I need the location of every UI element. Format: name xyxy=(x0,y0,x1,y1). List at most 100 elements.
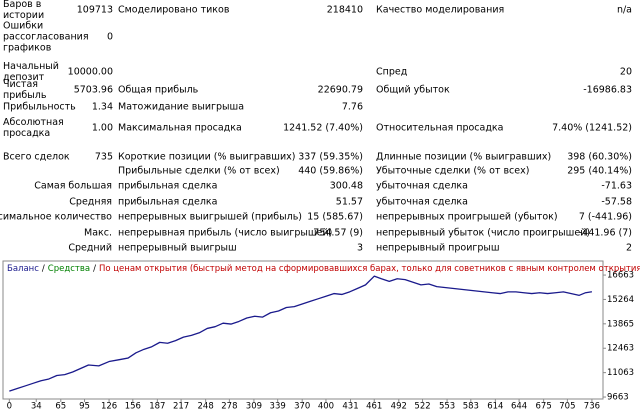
report-value: 337 (59.35%) xyxy=(298,151,363,163)
y-tick-label: 11063 xyxy=(607,368,634,378)
report-label: Самая большая xyxy=(34,180,112,192)
x-tick-label: 278 xyxy=(221,402,237,412)
x-tick-label: 705 xyxy=(559,402,575,412)
x-tick-label: 675 xyxy=(536,402,552,412)
report-label: Убыточные сделки (% от всех) xyxy=(376,165,530,177)
x-tick-label: 126 xyxy=(101,402,117,412)
report-label: прибыльная сделка xyxy=(118,180,218,192)
report-label: Всего сделок xyxy=(3,151,70,163)
report-label: прибыльная сделка xyxy=(118,196,218,208)
x-tick-label: 95 xyxy=(79,402,90,412)
legend-separator: / xyxy=(93,264,96,274)
balance-line xyxy=(9,275,593,392)
x-tick-label: 736 xyxy=(584,402,600,412)
report-label: Абсолютная просадка xyxy=(3,117,64,139)
report-label: Баров в истории xyxy=(3,0,45,21)
x-tick-label: 553 xyxy=(439,402,455,412)
report-value: 398 (60.30%) xyxy=(567,151,632,163)
report-label: Короткие позиции (% выигравших) xyxy=(118,151,296,163)
x-tick-label: 492 xyxy=(391,402,407,412)
report-value: -57.58 xyxy=(601,196,632,208)
report-label: убыточная сделка xyxy=(376,180,468,192)
legend-separator: / xyxy=(42,264,45,274)
y-tick-label: 16663 xyxy=(607,271,634,281)
report-value: 15 (585.67) xyxy=(307,211,363,223)
x-tick-label: 339 xyxy=(270,402,286,412)
report-value: -71.63 xyxy=(601,180,632,192)
legend-equity: Средства xyxy=(48,264,90,274)
report-value: 0 xyxy=(106,31,113,43)
report-value: 20 xyxy=(619,66,632,78)
report-value: 2 xyxy=(625,242,632,254)
report-value: 5703.96 xyxy=(73,84,113,96)
x-tick-label: 217 xyxy=(173,402,189,412)
report-label: Чистая прибыль xyxy=(3,79,47,101)
x-tick-label: 400 xyxy=(318,402,334,412)
report-label: непрерывный убыток (число проигрышей) xyxy=(376,227,591,239)
report-label: убыточная сделка xyxy=(376,196,468,208)
x-tick-label: 65 xyxy=(55,402,66,412)
report-label: Ошибки рассогласования графиков xyxy=(3,20,89,54)
x-tick-label: 0 xyxy=(7,402,12,412)
report-label: Относительная просадка xyxy=(376,122,504,134)
report-value: 109713 xyxy=(76,4,113,16)
report-value: 10000.00 xyxy=(67,66,113,78)
report-value: 218410 xyxy=(326,4,363,16)
report-label: Спред xyxy=(376,66,408,78)
report-value: 295 (40.14%) xyxy=(567,165,632,177)
report-value: 735 xyxy=(94,151,113,163)
report-label: Макс. xyxy=(84,227,112,239)
legend-balance: Баланс xyxy=(7,264,39,274)
report-value: 1.00 xyxy=(91,122,113,134)
report-value: 1.34 xyxy=(91,101,113,113)
x-tick-label: 644 xyxy=(511,402,527,412)
report-label: Общая прибыль xyxy=(118,84,199,96)
x-tick-label: 431 xyxy=(342,402,358,412)
x-tick-label: 156 xyxy=(125,402,141,412)
report-label: Максимальная просадка xyxy=(118,122,242,134)
report-label: непрерывная прибыль (число выигрышей) xyxy=(118,227,333,239)
report-label: Средняя xyxy=(69,196,112,208)
x-tick-label: 614 xyxy=(487,402,503,412)
x-tick-label: 309 xyxy=(246,402,262,412)
report-value: 22690.79 xyxy=(317,84,363,96)
report-value: n/a xyxy=(616,4,632,16)
report-value: 7.40% (1241.52) xyxy=(552,122,632,134)
y-tick-label: 9663 xyxy=(607,393,629,403)
report-value: -16986.83 xyxy=(583,84,632,96)
report-label: непрерывных проигрышей (убыток) xyxy=(376,211,558,223)
x-tick-label: 187 xyxy=(149,402,165,412)
report-label: Смоделировано тиков xyxy=(118,4,230,16)
y-tick-label: 13865 xyxy=(607,319,634,329)
report-label: Качество моделирования xyxy=(376,4,505,16)
report-value: 754.57 (9) xyxy=(313,227,363,239)
report-value: 7 (-441.96) xyxy=(578,211,632,223)
report-value: 300.48 xyxy=(329,180,363,192)
report-label: Матожидание выигрыша xyxy=(118,101,245,113)
x-tick-label: 34 xyxy=(31,402,42,412)
legend: Баланс / Средства / По ценам открытия (быстр… xyxy=(7,264,640,274)
report-label: Длинные позиции (% выигравших) xyxy=(376,151,552,163)
report-value: 440 (59.86%) xyxy=(298,165,363,177)
x-tick-label: 370 xyxy=(294,402,310,412)
report-value: -441.96 (7) xyxy=(578,227,632,239)
x-tick-label: 461 xyxy=(366,402,382,412)
report-label: Прибыльность xyxy=(3,101,76,113)
x-tick-label: 522 xyxy=(414,402,430,412)
plot-frame xyxy=(2,260,604,400)
report-label: Общий убыток xyxy=(376,84,450,96)
report-label: Максимальное количество xyxy=(0,211,112,223)
report-label: непрерывный проигрыш xyxy=(376,242,500,254)
report-value: 1241.52 (7.40%) xyxy=(283,122,363,134)
y-tick-label: 15264 xyxy=(607,295,634,305)
report-value: 3 xyxy=(356,242,363,254)
report-label: Начальный депозит xyxy=(3,61,59,83)
y-tick-label: 12463 xyxy=(607,344,634,354)
report-label: непрерывных выигрышей (прибыль) xyxy=(118,211,303,223)
report-label: Средний xyxy=(68,242,112,254)
legend-method: По ценам открытия (быстрый метод на сфор… xyxy=(99,264,640,274)
report-label: Прибыльные сделки (% от всех) xyxy=(118,165,280,177)
report-label: непрерывный выигрыш xyxy=(118,242,237,254)
